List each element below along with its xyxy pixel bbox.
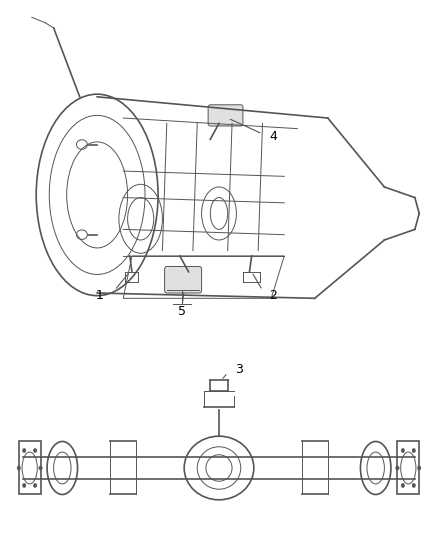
Ellipse shape (33, 448, 37, 453)
Ellipse shape (417, 466, 421, 470)
Ellipse shape (401, 483, 405, 488)
Ellipse shape (401, 448, 405, 453)
Text: 4: 4 (269, 130, 277, 143)
Text: 5: 5 (178, 305, 186, 318)
Text: 3: 3 (235, 364, 243, 376)
Ellipse shape (412, 483, 416, 488)
FancyBboxPatch shape (208, 105, 243, 126)
FancyBboxPatch shape (165, 266, 201, 293)
Ellipse shape (22, 483, 26, 488)
Ellipse shape (412, 448, 416, 453)
Ellipse shape (33, 483, 37, 488)
Text: 2: 2 (269, 289, 277, 302)
Ellipse shape (39, 466, 42, 470)
Text: 1: 1 (95, 289, 103, 302)
Ellipse shape (17, 466, 21, 470)
Ellipse shape (22, 448, 26, 453)
Ellipse shape (396, 466, 399, 470)
